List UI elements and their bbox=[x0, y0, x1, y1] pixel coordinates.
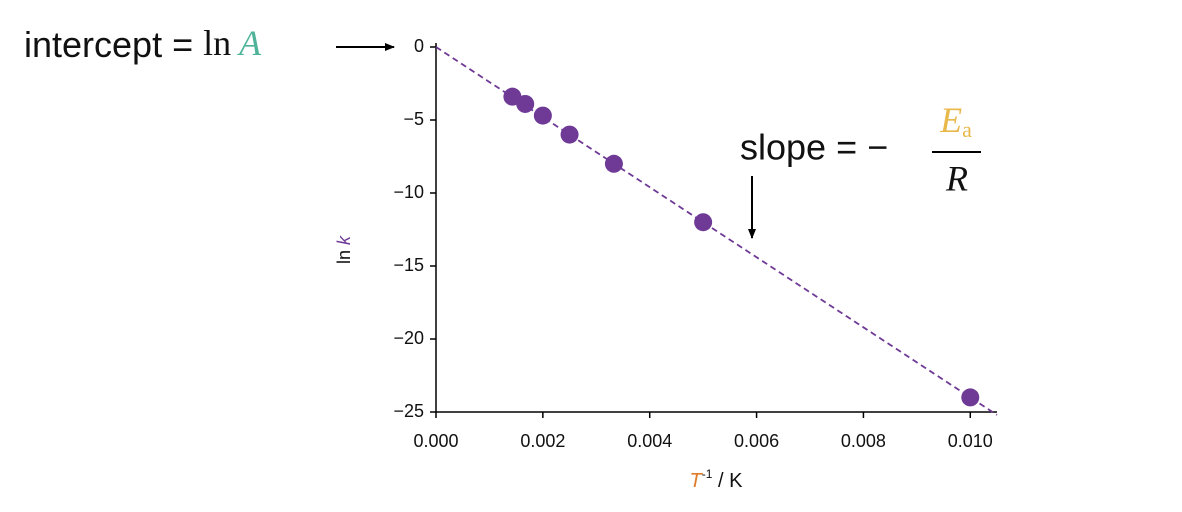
axes bbox=[435, 43, 997, 413]
x-tick-label: 0.006 bbox=[734, 431, 779, 451]
x-axis-label: T-1 / K bbox=[690, 467, 744, 492]
y-tick-label: 0 bbox=[414, 36, 424, 56]
point bbox=[694, 213, 713, 232]
x-tick-label: 0.002 bbox=[520, 431, 565, 451]
intercept-annotation: intercept = ln A bbox=[24, 23, 262, 64]
slope-denominator: R bbox=[945, 158, 968, 198]
x-label-symbol: T bbox=[690, 470, 704, 492]
y-tick-label: −15 bbox=[393, 255, 424, 275]
y-axis-label: ln k bbox=[334, 235, 354, 264]
slope-annotation: slope = − bbox=[740, 127, 888, 168]
numerator-subscript: a bbox=[962, 117, 972, 142]
x-label-superscript: -1 bbox=[702, 467, 713, 481]
point bbox=[516, 94, 535, 113]
y-label-text: ln bbox=[334, 245, 354, 264]
x-tick-label: 0.004 bbox=[627, 431, 672, 451]
y-tick-label: −10 bbox=[393, 182, 424, 202]
point bbox=[604, 154, 623, 173]
intercept-symbol: A bbox=[237, 23, 262, 63]
point bbox=[533, 106, 552, 125]
x-label-unit: / K bbox=[712, 470, 743, 492]
y-tick-label: −25 bbox=[393, 401, 424, 421]
point bbox=[560, 125, 579, 144]
slope-numerator: Ea bbox=[939, 100, 972, 142]
x-tick-label: 0.010 bbox=[948, 431, 993, 451]
x-tick-label: 0.000 bbox=[413, 431, 458, 451]
point bbox=[961, 388, 980, 407]
y-tick-label: −20 bbox=[393, 328, 424, 348]
y-label-symbol: k bbox=[334, 235, 354, 245]
intercept-text: intercept = bbox=[24, 24, 203, 65]
numerator-symbol: E bbox=[939, 100, 962, 140]
x-tick-label: 0.008 bbox=[841, 431, 886, 451]
y-tick-label: −5 bbox=[403, 109, 424, 129]
intercept-func: ln bbox=[203, 23, 231, 63]
